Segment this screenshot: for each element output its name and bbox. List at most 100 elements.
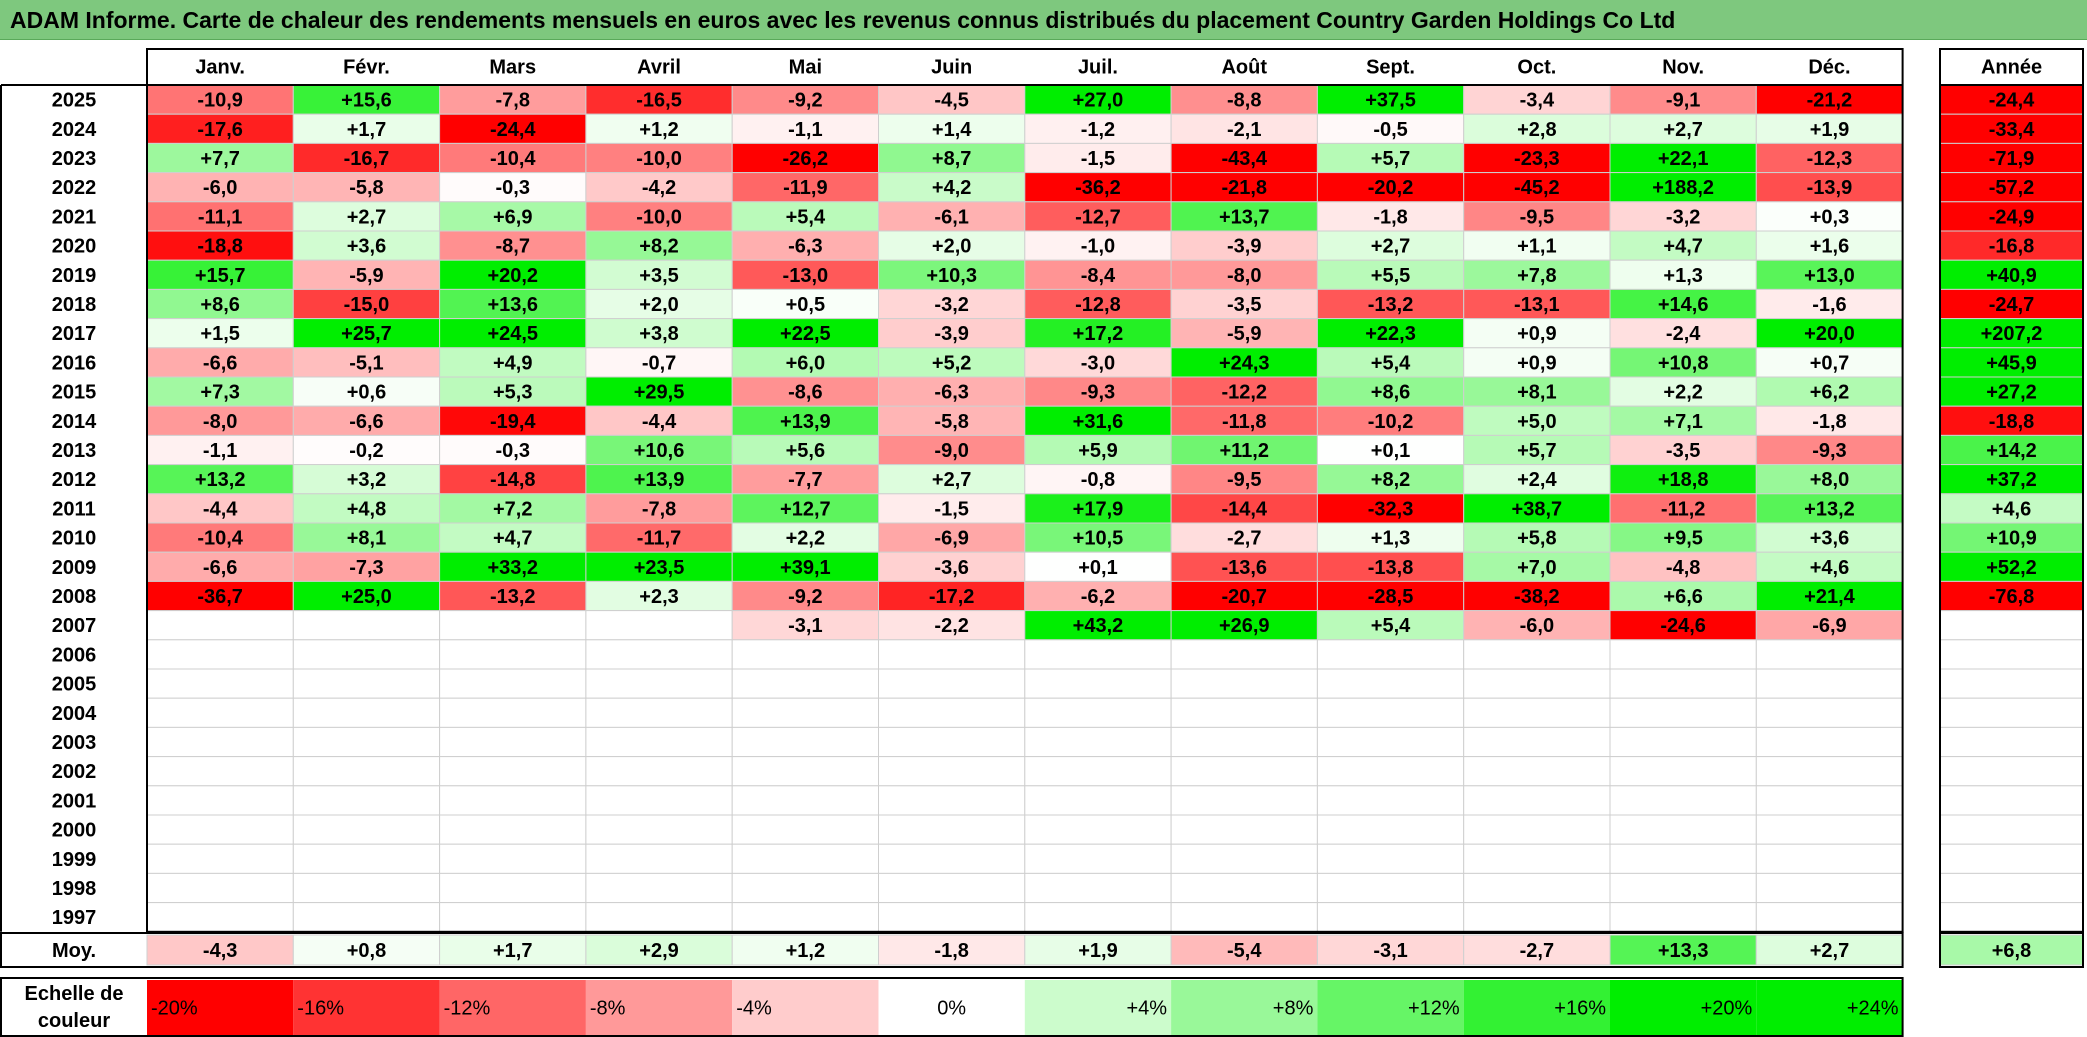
annual-cell: [1939, 405, 2084, 436]
heatmap-cell: [731, 464, 880, 495]
cell-value: -1,2: [1081, 119, 1115, 141]
cell-value: -0,3: [496, 177, 530, 199]
cell-value: -3,0: [1081, 352, 1115, 374]
heatmap-cell: [439, 843, 587, 874]
cell-value: -21,8: [1221, 177, 1267, 199]
cell-value: -6,3: [788, 236, 822, 258]
heatmap-cell: [1463, 872, 1611, 904]
year-label: 2004: [52, 703, 97, 725]
cell-value: +1,7: [347, 119, 386, 141]
average-cell: [1609, 934, 1757, 966]
heatmap-cell: [439, 113, 587, 144]
heatmap-cell: [1755, 610, 1904, 641]
average-value: +2,9: [639, 940, 678, 962]
heatmap-cell: [1609, 726, 1757, 758]
cell-value: +26,9: [1219, 615, 1270, 637]
heatmap-cell: [439, 902, 587, 933]
heatmap-cell: [292, 464, 441, 495]
cell-value: -43,4: [1221, 148, 1267, 170]
heatmap-cell: [146, 347, 294, 378]
annual-frame: [1939, 48, 2084, 933]
month-header: Août: [1221, 57, 1267, 79]
cell-value: +8,2: [639, 236, 678, 258]
cell-value: +13,7: [1219, 206, 1270, 228]
heatmap-cell: [731, 522, 880, 553]
cell-value: -11,9: [783, 177, 827, 199]
heatmap-cell: [439, 697, 587, 728]
cell-value: -13,2: [490, 586, 536, 608]
heatmap-cell: [1609, 697, 1757, 728]
heatmap-cell: [1024, 318, 1172, 349]
heatmap-cell: [1463, 464, 1611, 495]
year-label: 2007: [52, 615, 97, 637]
heatmap-cell: [1609, 756, 1757, 787]
cell-value: +0,5: [786, 294, 825, 316]
heatmap-cell: [1755, 697, 1904, 728]
cell-value: -9,5: [1520, 206, 1554, 228]
heatmap-cell: [585, 201, 733, 232]
heatmap-cell: [1316, 785, 1465, 816]
cell-value: -3,2: [934, 294, 968, 316]
heatmap-cell: [1609, 347, 1757, 378]
heatmap-cell: [1755, 230, 1904, 261]
heatmap-cell: [1755, 376, 1904, 407]
scale-swatch: [732, 980, 879, 1035]
cell-value: -13,9: [1807, 177, 1853, 199]
average-value: +0,8: [347, 940, 386, 962]
annual-cell: [1939, 756, 2084, 787]
scale-frame: [0, 977, 1904, 1037]
heatmap-cell: [585, 464, 733, 495]
cell-value: -9,2: [788, 90, 822, 112]
cell-value: +22,5: [780, 323, 831, 345]
heatmap-cell: [585, 113, 733, 144]
heatmap-cell: [292, 493, 441, 524]
heatmap-cell: [292, 434, 441, 466]
scale-value: -20%: [151, 998, 198, 1020]
heatmap-cell: [292, 697, 441, 728]
cell-value: +0,7: [1810, 352, 1849, 374]
heatmap-cell: [731, 726, 880, 758]
heatmap-cell: [1024, 756, 1172, 787]
heatmap-cell: [439, 318, 587, 349]
heatmap-cell: [439, 201, 587, 232]
cell-value: -12,7: [1075, 206, 1121, 228]
cell-value: -1,1: [203, 440, 237, 462]
annual-value: -57,2: [1989, 177, 2035, 199]
year-label: 2023: [52, 148, 97, 170]
month-header: Juin: [931, 57, 972, 79]
cell-value: +3,5: [639, 265, 678, 287]
cell-value: -5,8: [349, 177, 383, 199]
month-header: Juil.: [1078, 57, 1118, 79]
heatmap-cell: [731, 84, 880, 115]
heatmap-cell: [146, 113, 294, 144]
heatmap-cell: [1024, 405, 1172, 436]
cell-value: +20,0: [1804, 323, 1855, 345]
year-label: 1998: [52, 878, 97, 900]
heatmap-cell: [1316, 113, 1465, 144]
year-label: 1997: [52, 907, 97, 929]
cell-value: +4,7: [493, 528, 532, 550]
cell-value: +4,7: [1663, 236, 1702, 258]
annual-cell: [1939, 843, 2084, 874]
heatmap-cell: [585, 902, 733, 933]
heatmap-cell: [1755, 843, 1904, 874]
cell-value: +27,0: [1073, 90, 1124, 112]
cell-value: +0,9: [1517, 323, 1556, 345]
cell-value: +13,2: [195, 469, 246, 491]
heatmap-cell: [292, 814, 441, 845]
cell-value: +1,1: [1517, 236, 1556, 258]
cell-value: +4,8: [347, 498, 386, 520]
heatmap-cell: [1316, 726, 1465, 758]
heatmap-cell: [1609, 84, 1757, 115]
heatmap-cell: [1024, 639, 1172, 670]
heatmap-cell: [731, 493, 880, 524]
heatmap-cell: [1463, 434, 1611, 466]
heatmap-cell: [1755, 201, 1904, 232]
heatmap-cell: [1024, 872, 1172, 904]
scale-swatch: [147, 980, 294, 1035]
cell-value: +2,7: [1371, 236, 1410, 258]
cell-value: +2,7: [1663, 119, 1702, 141]
scale-swatch: [878, 980, 1025, 1035]
heatmap-cell: [1170, 318, 1318, 349]
heatmap-cell: [1170, 697, 1318, 728]
